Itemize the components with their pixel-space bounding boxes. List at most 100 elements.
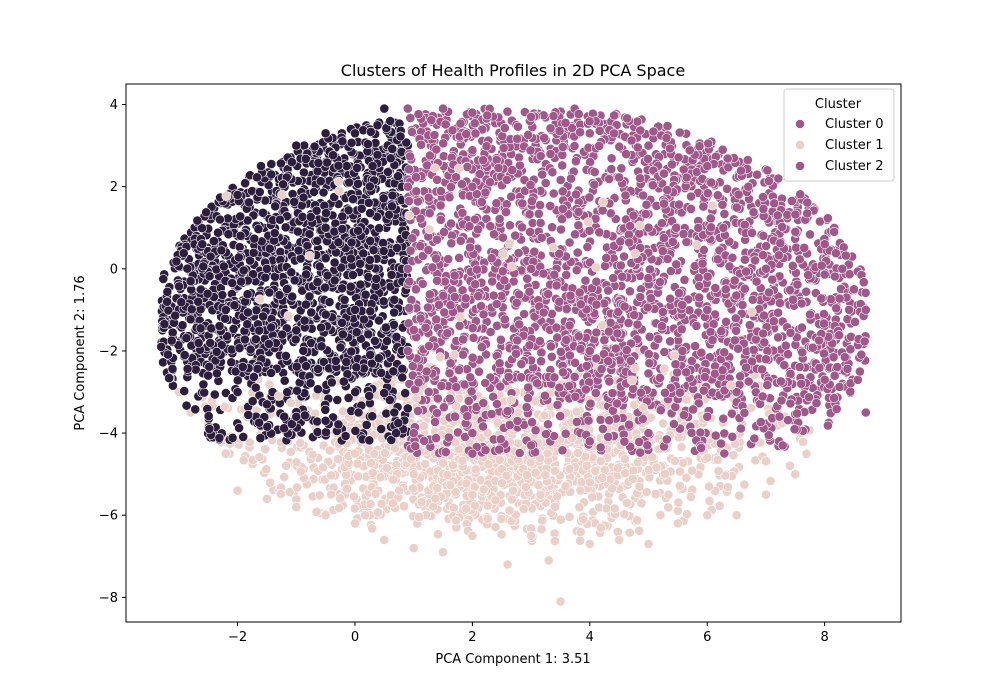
data-point (581, 460, 592, 471)
data-point (675, 466, 685, 477)
data-point (174, 281, 184, 292)
data-point (645, 264, 655, 275)
data-point (379, 388, 390, 398)
data-point (504, 505, 515, 516)
data-point (341, 161, 352, 171)
data-point (342, 483, 352, 494)
data-point (277, 329, 288, 340)
data-point (609, 128, 619, 139)
data-point (550, 465, 560, 476)
data-point (206, 323, 217, 334)
data-point (369, 448, 380, 459)
data-point (208, 236, 219, 246)
data-point (156, 341, 167, 352)
data-point (364, 390, 375, 401)
data-point (600, 261, 610, 271)
data-point (780, 340, 791, 351)
data-point (177, 320, 188, 331)
data-point (451, 515, 462, 526)
data-point (845, 344, 856, 355)
data-point (326, 489, 336, 500)
data-point (321, 208, 331, 218)
data-point (718, 413, 729, 424)
data-point (320, 309, 331, 320)
data-point (364, 435, 375, 446)
data-point (378, 193, 389, 204)
data-point (619, 251, 629, 262)
data-point (496, 513, 507, 524)
data-point (346, 346, 357, 357)
data-point (270, 201, 281, 212)
data-point (440, 447, 451, 457)
data-point (573, 220, 584, 231)
data-point (228, 323, 239, 334)
data-point (320, 404, 331, 415)
data-point (598, 423, 608, 434)
data-point (278, 179, 288, 190)
data-point (467, 489, 478, 500)
data-point (279, 411, 290, 422)
data-point (496, 529, 507, 540)
data-point (814, 362, 825, 373)
data-point (279, 471, 289, 482)
data-point (375, 472, 386, 483)
data-point (560, 428, 571, 439)
data-point (345, 281, 356, 292)
data-point (332, 395, 343, 405)
data-point (179, 386, 190, 396)
data-point (326, 470, 336, 481)
data-point (304, 291, 315, 302)
data-point (286, 267, 297, 278)
data-point (543, 419, 553, 430)
data-point (655, 510, 666, 520)
data-point (320, 415, 331, 426)
data-point (395, 131, 406, 142)
data-point (555, 411, 566, 421)
data-point (346, 137, 357, 148)
data-point (381, 463, 392, 473)
data-point (482, 513, 493, 524)
data-point (468, 332, 479, 343)
data-point (353, 225, 363, 236)
data-point (351, 327, 362, 338)
data-point (190, 404, 201, 415)
data-point (660, 468, 670, 479)
data-point (247, 396, 258, 407)
data-point (596, 522, 606, 533)
data-point (704, 496, 715, 506)
data-point (291, 140, 302, 151)
data-point (797, 322, 807, 333)
data-point (216, 245, 227, 256)
data-point (522, 469, 532, 480)
data-point (185, 314, 196, 325)
data-point (676, 442, 687, 452)
data-point (550, 501, 560, 512)
data-point (364, 181, 375, 192)
data-point (739, 479, 750, 490)
data-point (856, 349, 867, 360)
data-point (620, 468, 631, 479)
data-point (801, 448, 812, 459)
data-point (794, 254, 805, 265)
data-point (461, 503, 472, 514)
data-point (376, 424, 387, 434)
data-point (539, 410, 550, 421)
data-point (204, 423, 215, 434)
data-point (374, 223, 384, 234)
data-point (199, 387, 210, 398)
data-point (572, 247, 583, 258)
data-point (367, 468, 378, 478)
data-point (674, 480, 685, 491)
data-point (597, 472, 608, 483)
data-point (179, 350, 190, 360)
data-point (226, 357, 237, 368)
data-point (557, 445, 568, 456)
data-point (636, 498, 647, 509)
data-point (612, 527, 623, 537)
data-point (393, 171, 403, 182)
plot-area (156, 103, 871, 607)
data-point (408, 483, 418, 494)
data-point (209, 389, 220, 400)
data-point (291, 411, 302, 422)
data-point (164, 373, 174, 383)
